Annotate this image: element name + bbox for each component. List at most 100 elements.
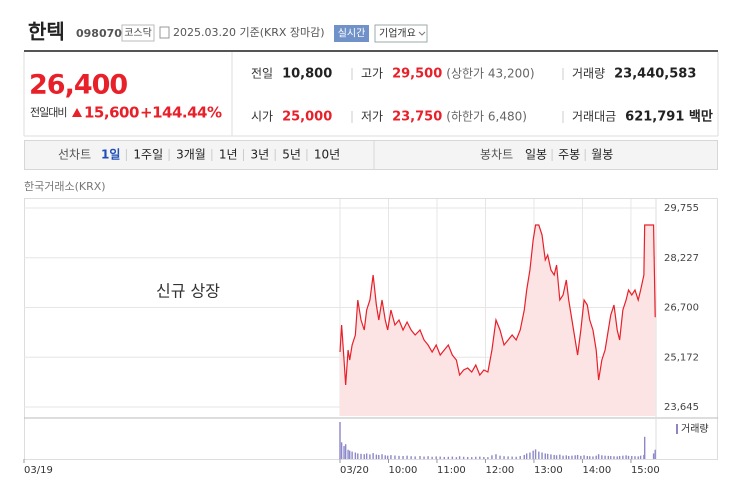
volume-bar (479, 456, 481, 459)
y-tick-label: 25,172 (664, 352, 699, 363)
volume-bar (491, 455, 493, 459)
period-tab[interactable]: 3년 (251, 148, 270, 162)
volume-bar (610, 456, 612, 459)
volume-bar (589, 456, 591, 459)
volume-bar (360, 453, 362, 459)
volume-bar (431, 456, 433, 459)
volume-bar (386, 455, 389, 459)
volume-bar (471, 457, 473, 459)
volume-bar (595, 455, 597, 459)
tab-group-label: 봉차트 (480, 148, 513, 162)
volume-bar (406, 455, 408, 459)
volume-bar (499, 455, 501, 459)
volume-bar (511, 456, 513, 459)
volume-bar (637, 456, 639, 459)
volume-bar (347, 449, 349, 459)
volume-bar (348, 450, 351, 459)
volume-bar (547, 453, 549, 459)
x-tick-label: 12:00 (485, 465, 514, 476)
volume-bar (604, 455, 606, 459)
volume-bar (354, 452, 357, 459)
volume-bar (643, 436, 646, 459)
volume-bar (639, 455, 642, 459)
volume-bar (402, 456, 404, 459)
market: 코스닥 (124, 27, 152, 39)
company[interactable]: 기업개요 (379, 27, 416, 40)
x-tick-label: 10:00 (388, 465, 417, 476)
period-tab[interactable]: 1주일 (133, 148, 163, 162)
volume-bar (534, 449, 537, 459)
change-rate: +144.44% (140, 104, 222, 122)
period-tab[interactable]: 1일 (101, 148, 120, 162)
period-tab[interactable]: 10년 (314, 148, 340, 162)
volume-bar (427, 456, 429, 459)
volume-bar (414, 456, 416, 459)
stock-code: 098070 (76, 27, 122, 40)
volume-bar (616, 456, 618, 459)
volume-bar (363, 454, 365, 459)
volume-bar (369, 454, 371, 459)
candle-tab[interactable]: 일봉 (525, 148, 547, 162)
period-tab[interactable]: 5년 (282, 148, 301, 162)
volume-bar (607, 455, 610, 459)
volume-bar (523, 454, 525, 459)
field-note: (상한가 43,200) (446, 67, 534, 81)
volume-bar (568, 456, 570, 459)
volume-bar (627, 455, 630, 459)
field-value: 23,750 (392, 110, 442, 125)
field-value: 621,791 백만 (625, 109, 713, 125)
candle-tab[interactable]: 주봉 (558, 148, 580, 162)
field-label: 시가 (251, 110, 273, 124)
period-tab[interactable]: 3개월 (176, 148, 206, 162)
volume-bar (544, 453, 546, 459)
volume-bar (592, 456, 594, 459)
candle-tab[interactable]: 월봉 (591, 148, 613, 162)
x-tick-label: 11:00 (437, 465, 466, 476)
chart-frame (24, 198, 718, 460)
volume-bar (538, 451, 540, 459)
volume-bar (580, 455, 582, 459)
volume-bar (487, 457, 489, 459)
up-triangle (72, 108, 82, 117)
y-tick-label: 26,700 (664, 303, 699, 314)
field-value: 29,500 (392, 67, 442, 82)
volume-bar (583, 455, 585, 459)
field-label: 고가 (361, 67, 383, 81)
volume-bar (410, 456, 412, 459)
volume-bar (378, 454, 380, 459)
y-tick-label: 29,755 (664, 203, 699, 214)
volume-bar (365, 453, 368, 459)
realtime[interactable]: 실시간 (338, 28, 366, 40)
y-tick-label: 28,227 (664, 253, 699, 264)
tab-group-label: 선차트 (58, 148, 91, 162)
volume-bar (384, 455, 386, 459)
volume-bar (344, 444, 347, 459)
volume-bar (375, 454, 378, 459)
field-value: 23,440,583 (614, 67, 696, 82)
y-tick-label: 23,645 (664, 402, 699, 413)
realtime-button[interactable] (334, 25, 369, 42)
volume-bar (613, 456, 615, 459)
company-button[interactable] (374, 24, 428, 43)
volume-bar (654, 449, 656, 459)
volume-bar (559, 454, 561, 459)
volume-bar (443, 456, 445, 459)
volume-bar (455, 457, 458, 459)
stock-name: 한텍 (28, 20, 65, 44)
x-tick-label: 03/19 (24, 465, 53, 476)
source: 한국거래소(KRX) (24, 180, 106, 193)
date: 2025.03.20 기준(KRX 장마감) (173, 26, 325, 39)
volume-bar (475, 456, 477, 459)
volume-bar (562, 455, 564, 459)
volume-bar (652, 453, 655, 459)
volume-bar (565, 455, 567, 459)
volume-bar (398, 455, 400, 459)
volume-bar (625, 455, 627, 459)
quote-top-rule (24, 50, 718, 52)
period-tab[interactable]: 1년 (219, 148, 238, 162)
annotation: 신규 상장 (156, 282, 220, 301)
volume-bar (643, 454, 645, 459)
volume-bar (419, 456, 421, 459)
volume-bar (622, 455, 624, 459)
volume-bar (343, 446, 345, 459)
